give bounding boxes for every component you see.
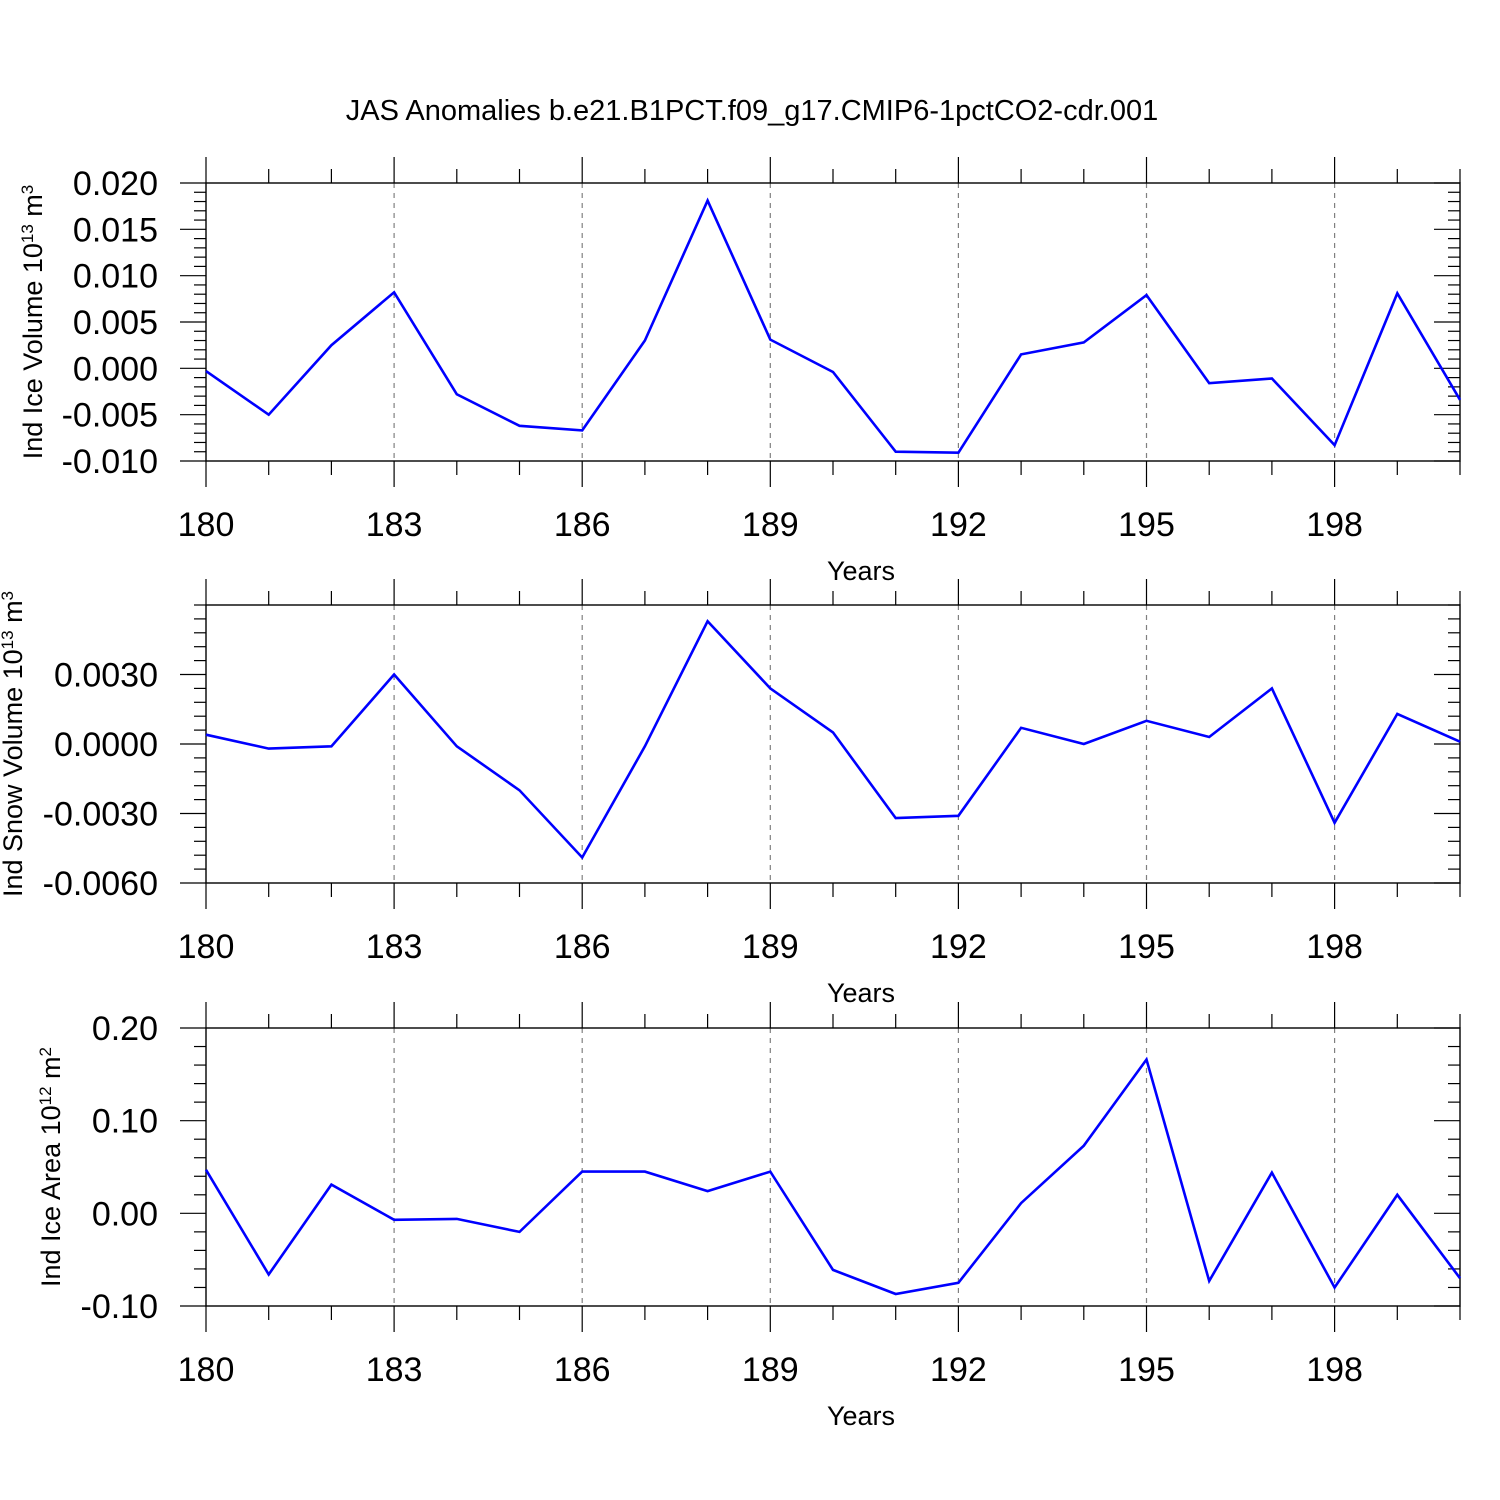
x-tick-label: 180 <box>178 506 235 544</box>
x-tick-label: 183 <box>366 928 423 966</box>
x-tick-label: 192 <box>930 1351 987 1389</box>
x-axis-title: Years <box>827 1401 895 1431</box>
x-tick-label: 195 <box>1118 1351 1175 1389</box>
y-tick-label: 0.20 <box>92 1010 158 1048</box>
y-tick-label: 0.0000 <box>54 726 158 764</box>
y-axis-title-text: m <box>18 194 48 224</box>
y-tick-label: 0.010 <box>73 258 158 296</box>
x-tick-label: 198 <box>1306 506 1363 544</box>
x-tick-label: 192 <box>930 928 987 966</box>
panels: 180 183 186 189 192 195 198 -0.010 -0.005 0.000 0.… <box>0 157 1462 1431</box>
y-axis-title-superscript: 12 <box>36 1086 55 1105</box>
x-tick-label: 195 <box>1118 928 1175 966</box>
x-tick-label: 183 <box>366 1351 423 1389</box>
x-tick-label: 183 <box>366 506 423 544</box>
chart-panel-1: 180 183 186 189 192 195 198 -0.010 -0.005 0.000 0.… <box>18 157 1462 586</box>
y-tick-label: 0.10 <box>92 1103 158 1141</box>
y-axis-title-superscript: 13 <box>18 224 37 243</box>
chart-panel-3: 180 183 186 189 192 195 198 -0.10 0.00 0.10 0.20 Ye… <box>36 1002 1462 1431</box>
chart-panel-2: 180 183 186 189 192 195 198 -0.0060 -0.0030 0.000… <box>0 579 1461 1008</box>
x-tick-label: 186 <box>554 928 611 966</box>
y-axis-title-text: Ind Ice Volume 10 <box>18 243 48 459</box>
y-tick-label: -0.010 <box>62 443 158 481</box>
y-tick-label: 0.015 <box>73 211 158 249</box>
y-tick-label: -0.005 <box>62 397 158 435</box>
x-tick-label: 189 <box>742 928 799 966</box>
series-line <box>205 618 1461 860</box>
y-tick-label: 0.0030 <box>54 657 158 695</box>
y-tick-label: -0.0060 <box>43 865 158 903</box>
x-axis-title: Years <box>827 556 895 586</box>
y-axis-title-text: m <box>36 1056 66 1086</box>
series-line <box>204 1056 1462 1296</box>
chart-title: JAS Anomalies b.e21.B1PCT.f09_g17.CMIP6-… <box>346 95 1158 127</box>
y-tick-label: 0.00 <box>92 1195 158 1233</box>
y-axis-title-text: Ind Ice Area 10 <box>36 1105 66 1287</box>
y-axis-title: Ind Snow Volume 1013 m3 <box>0 591 28 897</box>
x-tick-label: 198 <box>1306 928 1363 966</box>
y-tick-label: 0.020 <box>73 165 158 203</box>
y-axis-title-text: Ind Snow Volume 10 <box>0 649 28 897</box>
y-axis-title-superscript: 2 <box>36 1047 55 1056</box>
x-tick-label: 189 <box>742 506 799 544</box>
y-axis-title-superscript: 3 <box>18 185 37 194</box>
x-tick-label: 189 <box>742 1351 799 1389</box>
y-tick-label: 0.000 <box>73 350 158 388</box>
x-tick-label: 192 <box>930 506 987 544</box>
y-tick-label: -0.0030 <box>43 796 158 834</box>
y-axis-title: Ind Ice Area 1012 m2 <box>36 1047 66 1287</box>
x-tick-label: 198 <box>1306 1351 1363 1389</box>
series-line <box>205 197 1462 455</box>
y-axis-title-text: m <box>0 600 28 630</box>
y-tick-label: 0.005 <box>73 304 158 342</box>
x-axis-title: Years <box>827 978 895 1008</box>
x-tick-label: 180 <box>178 1351 235 1389</box>
x-tick-label: 186 <box>554 1351 611 1389</box>
x-tick-label: 195 <box>1118 506 1175 544</box>
x-tick-label: 186 <box>554 506 611 544</box>
y-tick-label: -0.10 <box>81 1288 159 1326</box>
y-axis-title: Ind Ice Volume 1013 m3 <box>18 185 48 460</box>
y-axis-title-superscript: 3 <box>0 591 17 600</box>
y-axis-title-superscript: 13 <box>0 630 17 649</box>
x-tick-label: 180 <box>178 928 235 966</box>
